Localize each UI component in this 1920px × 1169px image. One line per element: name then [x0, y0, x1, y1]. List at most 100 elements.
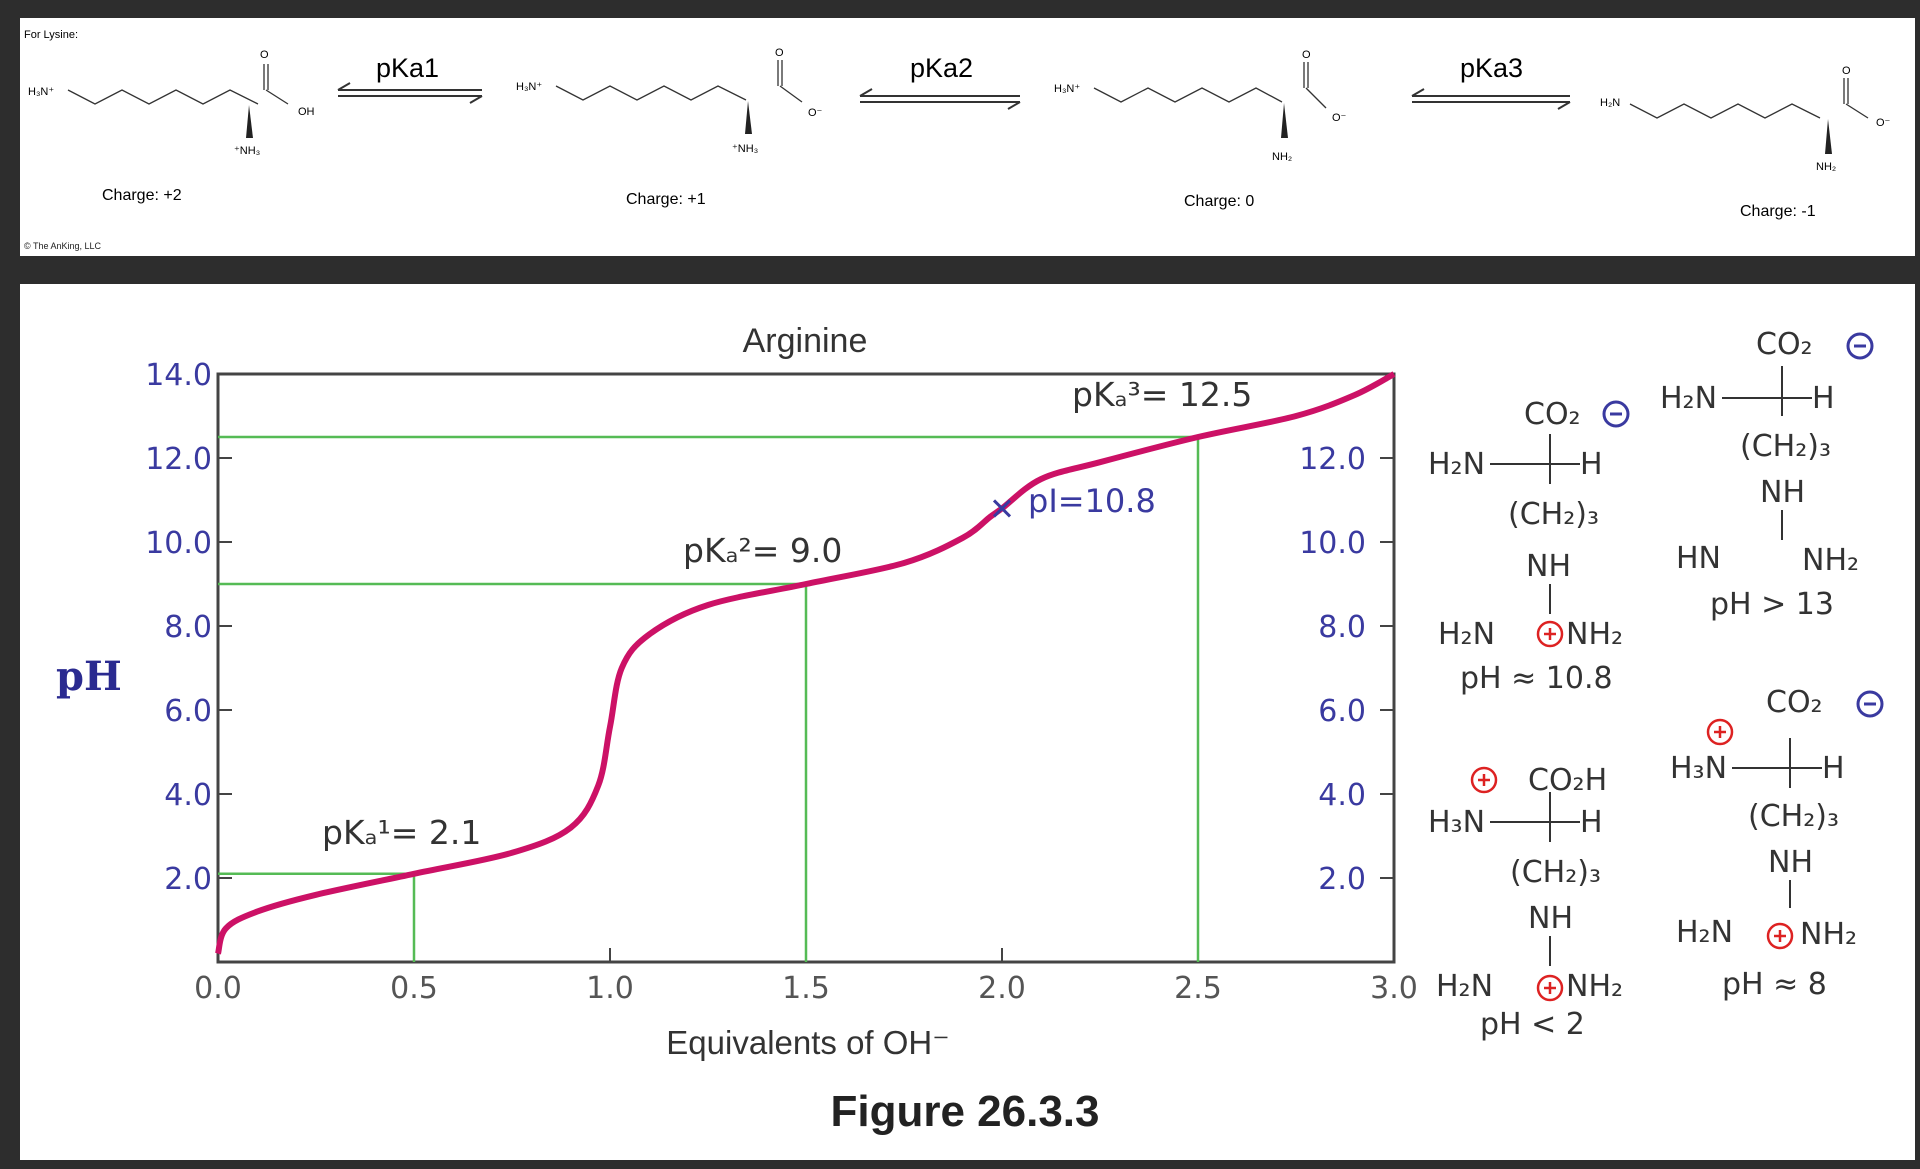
species-3-amine: H₃N⁺ — [1054, 83, 1080, 95]
pka2-annotation: pKₐ²= 9.0 — [683, 531, 842, 570]
structure-d-h3n: H₃N — [1670, 751, 1727, 786]
equilibrium-arrow-1: pKa1 — [337, 53, 483, 104]
species-4-chain — [1629, 103, 1821, 119]
species-3-chain — [1093, 87, 1283, 103]
lysine-diagram: For Lysine: © The AnKing, LLC H₃N⁺ O OH … — [24, 29, 1891, 251]
structure-ph-10-8: CO₂ H₂N H (CH₂)₃ NH H₂N NH₂ pH ≈ 10.8 — [1428, 397, 1630, 696]
structure-b-ch2: (CH₂)₃ — [1740, 429, 1831, 464]
structure-b-h: H — [1812, 381, 1835, 416]
pka1-annotation: pKₐ¹= 2.1 — [322, 813, 481, 852]
structure-b-co2: CO₂ — [1756, 327, 1813, 362]
species-4-acid: O⁻ — [1876, 117, 1891, 129]
species-1-chain — [67, 89, 259, 105]
arginine-panel: Arginine pH Equivalents of OH⁻ Figure 26… — [20, 284, 1915, 1160]
species-1-oxygen: O — [260, 49, 269, 61]
structure-a-ph: pH ≈ 10.8 — [1460, 661, 1613, 696]
lysine-heading: For Lysine: — [24, 29, 78, 41]
plus-charge-icon — [1470, 766, 1498, 794]
plus-charge-icon — [1536, 974, 1564, 1002]
x-tick-label: 0.5 — [390, 971, 438, 1006]
left-tick-label: 12.0 — [145, 442, 212, 477]
titration-curve — [215, 371, 1396, 955]
x-axis-label: Equivalents of OH⁻ — [666, 1024, 949, 1061]
species-2-charge: Charge: +1 — [626, 191, 706, 208]
minus-charge-icon — [1856, 690, 1884, 718]
species-4-alpha: NH₂ — [1816, 161, 1836, 173]
minus-charge-icon — [1602, 400, 1630, 428]
structure-b-h2n: H₂N — [1660, 381, 1717, 416]
species-3-oxygen: O — [1302, 49, 1311, 61]
pi-marker-stroke — [992, 499, 1012, 518]
right-tick-label: 10.0 — [1299, 526, 1366, 561]
species-4-charge: Charge: -1 — [1740, 203, 1816, 220]
structure-c-h3n: H₃N — [1428, 805, 1485, 840]
structure-d-nh: NH — [1768, 845, 1813, 880]
right-tick-label: 6.0 — [1318, 694, 1366, 729]
x-tick-labels: 0.0 0.5 1.0 1.5 2.0 2.5 3.0 — [194, 948, 1418, 1006]
plus-charge-icon — [1766, 922, 1794, 950]
left-tick-labels: 14.0 12.0 10.0 8.0 6.0 4.0 2.0 — [145, 358, 232, 897]
plus-charge-icon — [1706, 718, 1734, 746]
figure-caption: Figure 26.3.3 — [830, 1087, 1099, 1136]
species-1-charge: Charge: +2 — [102, 187, 182, 204]
species-3-alpha: NH₂ — [1272, 151, 1292, 163]
species-2-acid: O⁻ — [808, 107, 823, 119]
species-3-wedge — [1281, 103, 1288, 138]
structure-b-nh2: NH₂ — [1802, 543, 1859, 578]
structure-d-co2: CO₂ — [1766, 685, 1823, 720]
structure-d-nh2: NH₂ — [1800, 917, 1857, 952]
structure-b-hn: HN — [1676, 541, 1721, 576]
x-tick-label: 2.0 — [978, 971, 1026, 1006]
structure-c-nh: NH — [1528, 901, 1573, 936]
structure-c-ch2: (CH₂)₃ — [1510, 855, 1601, 890]
arrow-1-label: pKa1 — [376, 53, 439, 83]
species-4-oxygen: O — [1842, 65, 1851, 77]
x-tick-label: 3.0 — [1370, 971, 1418, 1006]
left-tick-label: 10.0 — [145, 526, 212, 561]
structure-d-ch2: (CH₂)₃ — [1748, 799, 1839, 834]
structure-d-h: H — [1822, 751, 1845, 786]
right-tick-label: 8.0 — [1318, 610, 1366, 645]
structure-a-co2: CO₂ — [1524, 397, 1581, 432]
species-3-acid: O⁻ — [1332, 112, 1347, 124]
species-4-wedge — [1825, 119, 1832, 154]
species-4-amine: H₂N — [1600, 97, 1620, 109]
minus-charge-icon — [1846, 332, 1874, 360]
structure-c-h2n: H₂N — [1436, 969, 1493, 1004]
structure-a-nh: NH — [1526, 549, 1571, 584]
species-2-amine: H₃N⁺ — [516, 81, 542, 93]
arrow-2-label: pKa2 — [910, 53, 973, 83]
structure-c-ph: pH < 2 — [1480, 1007, 1585, 1042]
structure-c-h: H — [1580, 805, 1603, 840]
species-1-amine: H₃N⁺ — [28, 86, 54, 98]
equilibrium-arrow-3: pKa3 — [1411, 53, 1571, 110]
chart-title: Arginine — [743, 322, 868, 360]
structure-c-co2h: CO₂H — [1528, 763, 1607, 798]
copyright-text: © The AnKing, LLC — [24, 241, 102, 251]
left-tick-label: 8.0 — [164, 610, 212, 645]
left-tick-label: 4.0 — [164, 778, 212, 813]
lysine-species-3: H₃N⁺ O O⁻ NH₂ Charge: 0 — [1054, 49, 1347, 210]
lysine-species-4: H₂N O O⁻ NH₂ Charge: -1 — [1600, 65, 1891, 220]
arrow-3-label: pKa3 — [1460, 53, 1523, 83]
right-tick-label: 4.0 — [1318, 778, 1366, 813]
structure-a-h2n: H₂N — [1428, 447, 1485, 482]
structure-ph-13: CO₂ H₂N H (CH₂)₃ NH HN NH₂ pH > 13 — [1660, 327, 1874, 622]
left-tick-label: 2.0 — [164, 862, 212, 897]
left-tick-label: 6.0 — [164, 694, 212, 729]
structure-ph-8: CO₂ H₃N H (CH₂)₃ NH H₂N NH₂ pH ≈ 8 — [1670, 685, 1884, 1002]
structure-a-nh2: NH₂ — [1566, 617, 1623, 652]
plus-charge-icon — [1536, 620, 1564, 648]
structure-c-nh2: NH₂ — [1566, 969, 1623, 1004]
species-2-oxygen: O — [775, 47, 784, 59]
species-1-acid: OH — [298, 106, 315, 118]
lysine-species-2: H₃N⁺ O O⁻ ⁺NH₃ Charge: +1 — [516, 47, 823, 208]
x-tick-label: 2.5 — [1174, 971, 1222, 1006]
species-1-wedge — [246, 105, 253, 138]
structure-a-ch2: (CH₂)₃ — [1508, 497, 1599, 532]
left-tick-label: 14.0 — [145, 358, 212, 393]
pi-marker — [992, 499, 1012, 518]
pi-annotation: pI=10.8 — [1028, 482, 1156, 520]
structure-a-h: H — [1580, 447, 1603, 482]
species-3-charge: Charge: 0 — [1184, 193, 1254, 210]
